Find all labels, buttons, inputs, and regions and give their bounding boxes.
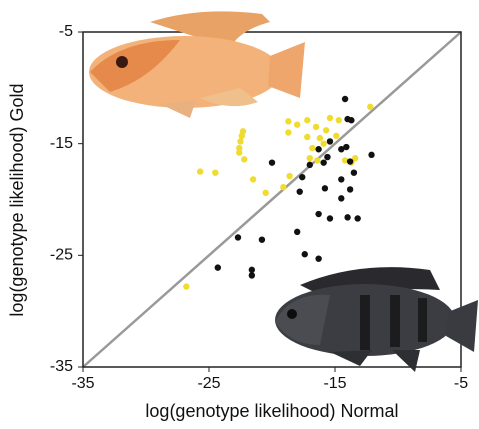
data-point [238, 132, 245, 140]
data-point [344, 214, 351, 221]
data-point [315, 255, 322, 262]
data-point [351, 154, 359, 162]
data-point [335, 117, 342, 124]
data-point [333, 132, 340, 140]
data-point [214, 264, 222, 271]
data-point [241, 156, 248, 163]
data-point [320, 159, 327, 166]
data-point [324, 153, 331, 161]
data-point [320, 140, 327, 147]
data-point [296, 188, 303, 195]
data-point [248, 266, 256, 274]
data-point [321, 185, 329, 192]
data-point [338, 176, 345, 183]
black-fish-image [275, 267, 478, 372]
y-tick-label: -15 [50, 135, 73, 152]
data-point [326, 138, 334, 145]
data-point [338, 146, 345, 153]
x-axis-title: log(genotype likelihood) Normal [145, 401, 398, 421]
data-point [350, 169, 358, 176]
data-point [312, 123, 320, 131]
plot-area: -35 -25 -15 -5 -35 -25 -15 -5 [50, 23, 468, 392]
data-point [316, 134, 324, 142]
data-point [304, 117, 311, 124]
data-point [338, 195, 345, 202]
gold-fish-image [89, 11, 305, 118]
data-point [315, 146, 322, 153]
x-tick-label: -35 [71, 375, 94, 392]
data-point [304, 133, 311, 141]
data-point [346, 186, 354, 193]
data-point [346, 158, 354, 165]
y-axis-title: log(genotype likelihood) Gold [7, 83, 27, 316]
data-point [341, 95, 349, 103]
data-point [236, 149, 243, 156]
data-point [294, 121, 301, 128]
diagonal-line [82, 31, 462, 368]
data-point [306, 154, 313, 162]
data-point [236, 144, 243, 152]
x-tick-label: -5 [454, 375, 468, 392]
data-point [212, 169, 219, 176]
data-point [237, 138, 244, 145]
data-point [326, 114, 334, 122]
data-point [348, 117, 355, 124]
data-point [367, 103, 374, 111]
data-point [354, 215, 361, 222]
data-point [258, 236, 266, 243]
data-point [301, 251, 308, 258]
y-tick-label: -35 [50, 358, 73, 375]
data-point [268, 159, 276, 166]
y-tick-label: -5 [59, 23, 73, 40]
data-point [196, 168, 204, 175]
y-tick-label: -25 [50, 247, 73, 264]
data-point [322, 127, 330, 134]
data-point [299, 173, 306, 181]
data-point [314, 157, 321, 164]
data-point [341, 157, 349, 164]
x-tick-label: -15 [323, 375, 346, 392]
data-point [248, 272, 256, 279]
data-point [285, 129, 292, 136]
data-point [315, 210, 322, 218]
data-point [326, 215, 334, 222]
plot-frame [82, 31, 462, 368]
data-point [306, 161, 313, 169]
data-point [249, 176, 257, 183]
data-point [280, 184, 287, 191]
data-point [285, 118, 292, 125]
data-point [286, 172, 293, 180]
x-tick-label: -25 [197, 375, 220, 392]
data-point [183, 283, 190, 290]
data-point [294, 228, 301, 236]
data-point [343, 143, 350, 151]
data-point [368, 151, 375, 159]
data-point [309, 144, 316, 152]
data-point [234, 234, 242, 241]
data-point [262, 189, 269, 196]
